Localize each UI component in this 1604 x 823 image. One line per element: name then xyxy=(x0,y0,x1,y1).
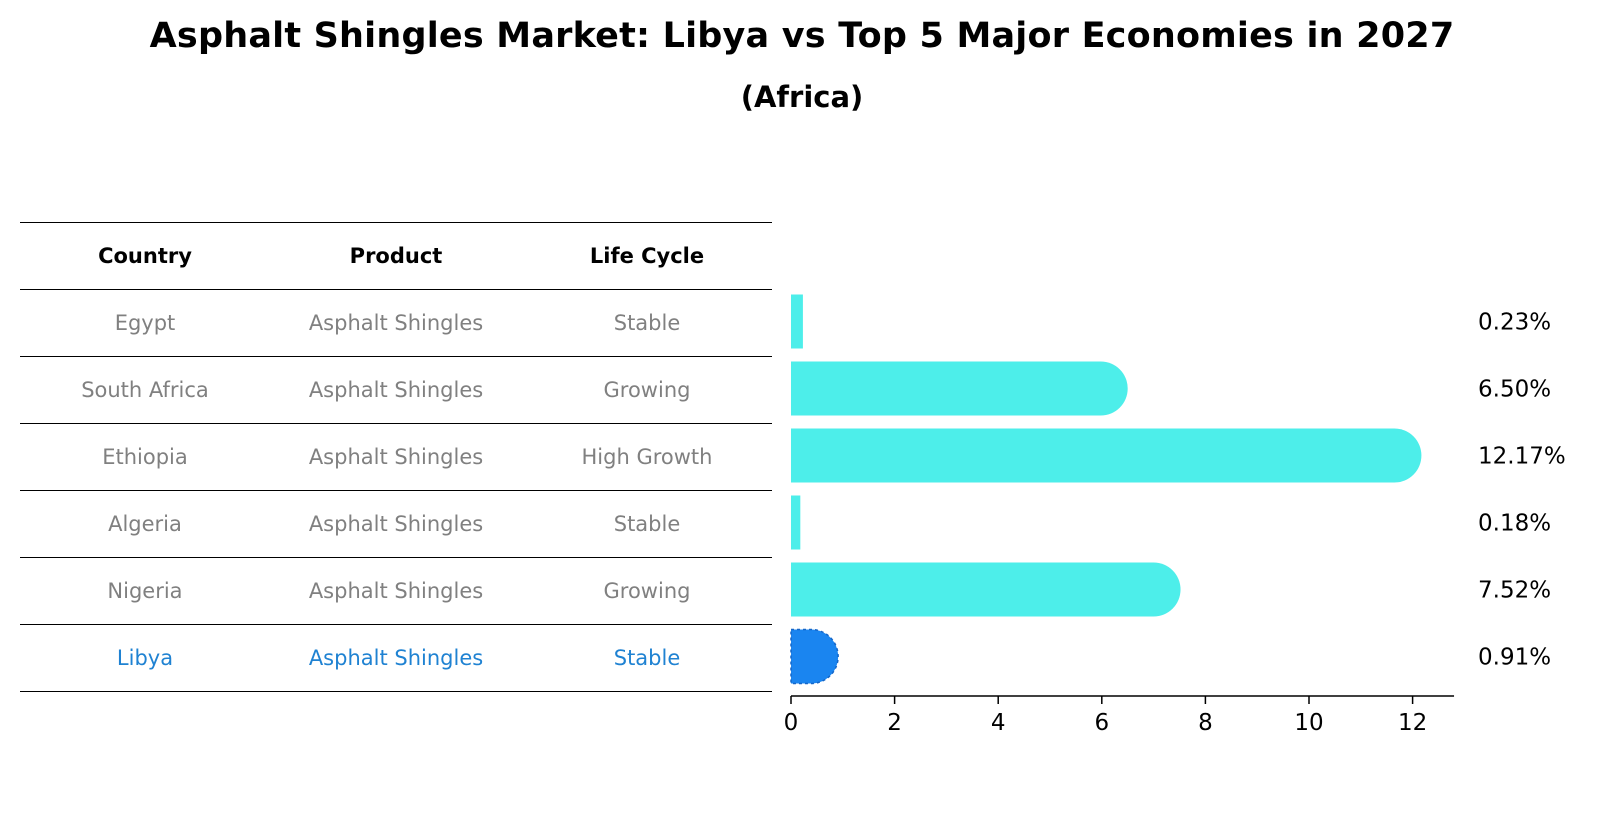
table-row: Algeria Asphalt Shingles Stable xyxy=(20,491,772,557)
cell-life-cycle: Growing xyxy=(603,579,691,603)
cell-product: Asphalt Shingles xyxy=(308,378,484,402)
cell-country: Ethiopia xyxy=(102,445,188,469)
bar-highlight xyxy=(790,628,839,685)
chart-title: Asphalt Shingles Market: Libya vs Top 5 … xyxy=(149,16,1455,56)
bar-value-label: 0.18% xyxy=(1478,511,1551,537)
cell-product: Asphalt Shingles xyxy=(308,646,484,670)
chart-subtitle: (Africa) xyxy=(740,80,864,114)
x-tick-label: 0 xyxy=(784,710,799,736)
table-rule xyxy=(20,490,772,491)
cell-country: Algeria xyxy=(108,512,182,536)
table-rule xyxy=(20,423,772,424)
cell-life-cycle: High Growth xyxy=(581,445,713,469)
x-tick-label: 8 xyxy=(1198,710,1213,736)
table-row: Egypt Asphalt Shingles Stable xyxy=(20,290,772,356)
cell-country: South Africa xyxy=(81,378,209,402)
bar xyxy=(791,294,803,349)
cell-country: Egypt xyxy=(114,311,176,335)
cell-country: Libya xyxy=(116,646,174,670)
x-tick-label: 6 xyxy=(1094,710,1109,736)
table-header-row: Country Product Life Cycle xyxy=(20,223,772,289)
bar-value-label: 0.23% xyxy=(1478,310,1551,336)
x-tick-label: 4 xyxy=(991,710,1006,736)
cell-life-cycle: Stable xyxy=(613,646,681,670)
table-rule xyxy=(20,289,772,290)
cell-life-cycle: Growing xyxy=(603,378,691,402)
x-tick-label: 12 xyxy=(1398,710,1427,736)
bar xyxy=(791,428,1422,483)
bar-value-label: 6.50% xyxy=(1478,377,1551,403)
header-life-cycle: Life Cycle xyxy=(589,244,705,268)
table-rule xyxy=(20,356,772,357)
cell-country: Nigeria xyxy=(107,579,183,603)
header-country: Country xyxy=(98,244,192,268)
table-rule xyxy=(20,557,772,558)
cell-product: Asphalt Shingles xyxy=(308,579,484,603)
cell-product: Asphalt Shingles xyxy=(308,512,484,536)
table-row: Nigeria Asphalt Shingles Growing xyxy=(20,558,772,624)
table-row: Ethiopia Asphalt Shingles High Growth xyxy=(20,424,772,490)
bar-value-label: 12.17% xyxy=(1478,444,1566,470)
bar xyxy=(791,495,801,550)
bar-value-label: 7.52% xyxy=(1478,578,1551,604)
header-product: Product xyxy=(349,244,443,268)
cell-life-cycle: Stable xyxy=(613,311,681,335)
table-rule xyxy=(20,624,772,625)
table-rule xyxy=(20,222,772,223)
bar-value-label: 0.91% xyxy=(1478,645,1551,671)
table-row-highlight: Libya Asphalt Shingles Stable xyxy=(20,625,772,691)
x-tick-label: 2 xyxy=(887,710,902,736)
table-row: South Africa Asphalt Shingles Growing xyxy=(20,357,772,423)
cell-product: Asphalt Shingles xyxy=(308,445,484,469)
cell-product: Asphalt Shingles xyxy=(308,311,484,335)
x-tick-label: 10 xyxy=(1294,710,1323,736)
table-rule xyxy=(20,691,772,692)
data-table: Country Product Life Cycle Egypt Asphalt… xyxy=(20,222,772,692)
bar xyxy=(791,562,1181,617)
cell-life-cycle: Stable xyxy=(613,512,681,536)
bar xyxy=(791,361,1128,416)
